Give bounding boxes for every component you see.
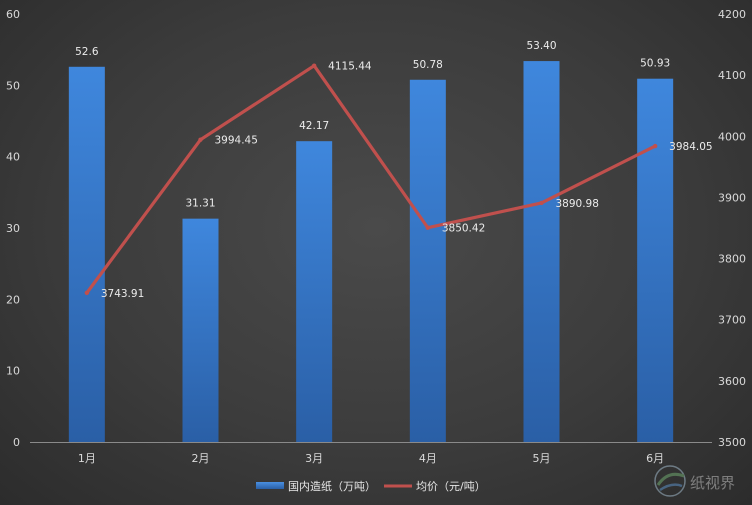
left-tick-label: 10: [6, 365, 20, 378]
bar: [296, 141, 333, 443]
line-series: [84, 63, 658, 296]
line-point: [425, 225, 431, 230]
bar-data-label: 31.31: [185, 198, 215, 210]
line-point: [311, 63, 317, 68]
right-tick-label: 3800: [718, 253, 746, 266]
line-data-label: 3994.45: [215, 135, 258, 147]
left-axis: 0 10 20 30 40 50 60: [6, 8, 20, 449]
legend-bar-label: 国内造纸（万吨）: [288, 479, 376, 493]
bar-data-label: 53.40: [526, 40, 556, 52]
line-point: [84, 290, 90, 296]
legend: 国内造纸（万吨） 均价（元/吨）: [256, 479, 486, 493]
x-tick-label: 5月: [533, 452, 551, 465]
bar: [182, 218, 219, 442]
right-tick-label: 3600: [718, 375, 746, 388]
legend-line-label: 均价（元/吨）: [416, 480, 486, 493]
bar: [637, 78, 674, 442]
x-axis: 1月 2月 3月 4月 5月 6月: [78, 452, 664, 465]
left-tick-label: 0: [13, 436, 20, 449]
line-data-labels: 3743.91 3994.45 4115.44 3850.42 3890.98 3984.…: [101, 61, 713, 300]
line-point: [198, 137, 203, 142]
legend-bar-swatch: [256, 482, 284, 489]
right-tick-label: 3900: [718, 191, 746, 204]
right-tick-label: 3700: [718, 314, 746, 327]
x-tick-label: 2月: [192, 452, 210, 465]
bar: [68, 66, 105, 442]
watermark-logo: 纸视界: [654, 465, 735, 497]
bar: [523, 61, 560, 443]
bar-series: [68, 61, 674, 443]
right-tick-label: 4000: [718, 130, 746, 143]
bar-data-label: 50.93: [640, 58, 670, 70]
line-data-label: 3850.42: [442, 223, 485, 235]
left-tick-label: 60: [6, 8, 20, 21]
x-tick-label: 1月: [78, 452, 96, 465]
bar-data-labels: 52.6 31.31 42.17 50.78 53.40 50.93: [75, 40, 670, 210]
bar-data-label: 52.6: [75, 46, 99, 58]
bar-data-label: 42.17: [299, 120, 329, 132]
bar-data-label: 50.78: [413, 59, 443, 71]
x-tick-label: 3月: [305, 452, 323, 465]
right-tick-label: 4200: [718, 8, 746, 21]
x-tick-label: 4月: [419, 452, 437, 465]
line-point: [652, 143, 658, 149]
svg-text:纸视界: 纸视界: [690, 474, 735, 492]
left-tick-label: 20: [6, 293, 20, 306]
line-data-label: 3743.91: [101, 288, 144, 300]
x-tick-label: 6月: [646, 452, 664, 465]
bar: [409, 79, 446, 442]
right-tick-label: 3500: [718, 436, 746, 449]
line-path: [85, 64, 657, 295]
left-tick-label: 50: [6, 79, 20, 92]
left-tick-label: 30: [6, 222, 20, 235]
right-tick-label: 4100: [718, 69, 746, 82]
line-data-label: 3984.05: [669, 141, 712, 153]
line-data-label: 3890.98: [556, 198, 599, 210]
line-point: [539, 200, 544, 206]
line-data-label: 4115.44: [328, 61, 372, 73]
left-tick-label: 40: [6, 151, 20, 164]
right-axis: 3500 3600 3700 3800 3900 4000 4100 4200: [718, 8, 746, 449]
